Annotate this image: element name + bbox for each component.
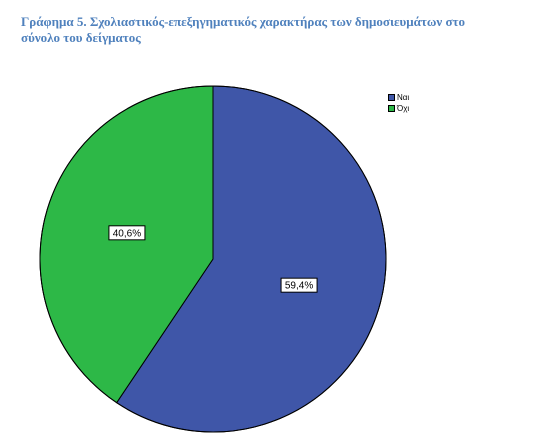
- data-label-box-yes: [280, 277, 318, 293]
- data-label-no: 40,6%: [113, 228, 141, 239]
- data-label-box-no: [108, 225, 146, 241]
- legend-swatch-yes: [388, 94, 395, 101]
- legend-label-no: Όχι: [397, 104, 410, 113]
- legend-item-no: Όχι: [388, 103, 409, 114]
- caption-line-1: Γράφημα 5. Σχολιαστικός-επεξηγηματικός χ…: [21, 14, 466, 29]
- caption-line-2: σύνολο του δείγματος: [21, 30, 141, 45]
- data-label-yes: 59,4%: [285, 281, 313, 292]
- chart-caption: Γράφημα 5. Σχολιαστικός-επεξηγηματικός χ…: [21, 14, 551, 46]
- legend-label-yes: Ναι: [397, 93, 410, 102]
- legend-item-yes: Ναι: [388, 92, 409, 103]
- pie-outline: [39, 85, 387, 433]
- chart-legend: Ναι Όχι: [388, 92, 409, 114]
- legend-swatch-no: [388, 105, 395, 112]
